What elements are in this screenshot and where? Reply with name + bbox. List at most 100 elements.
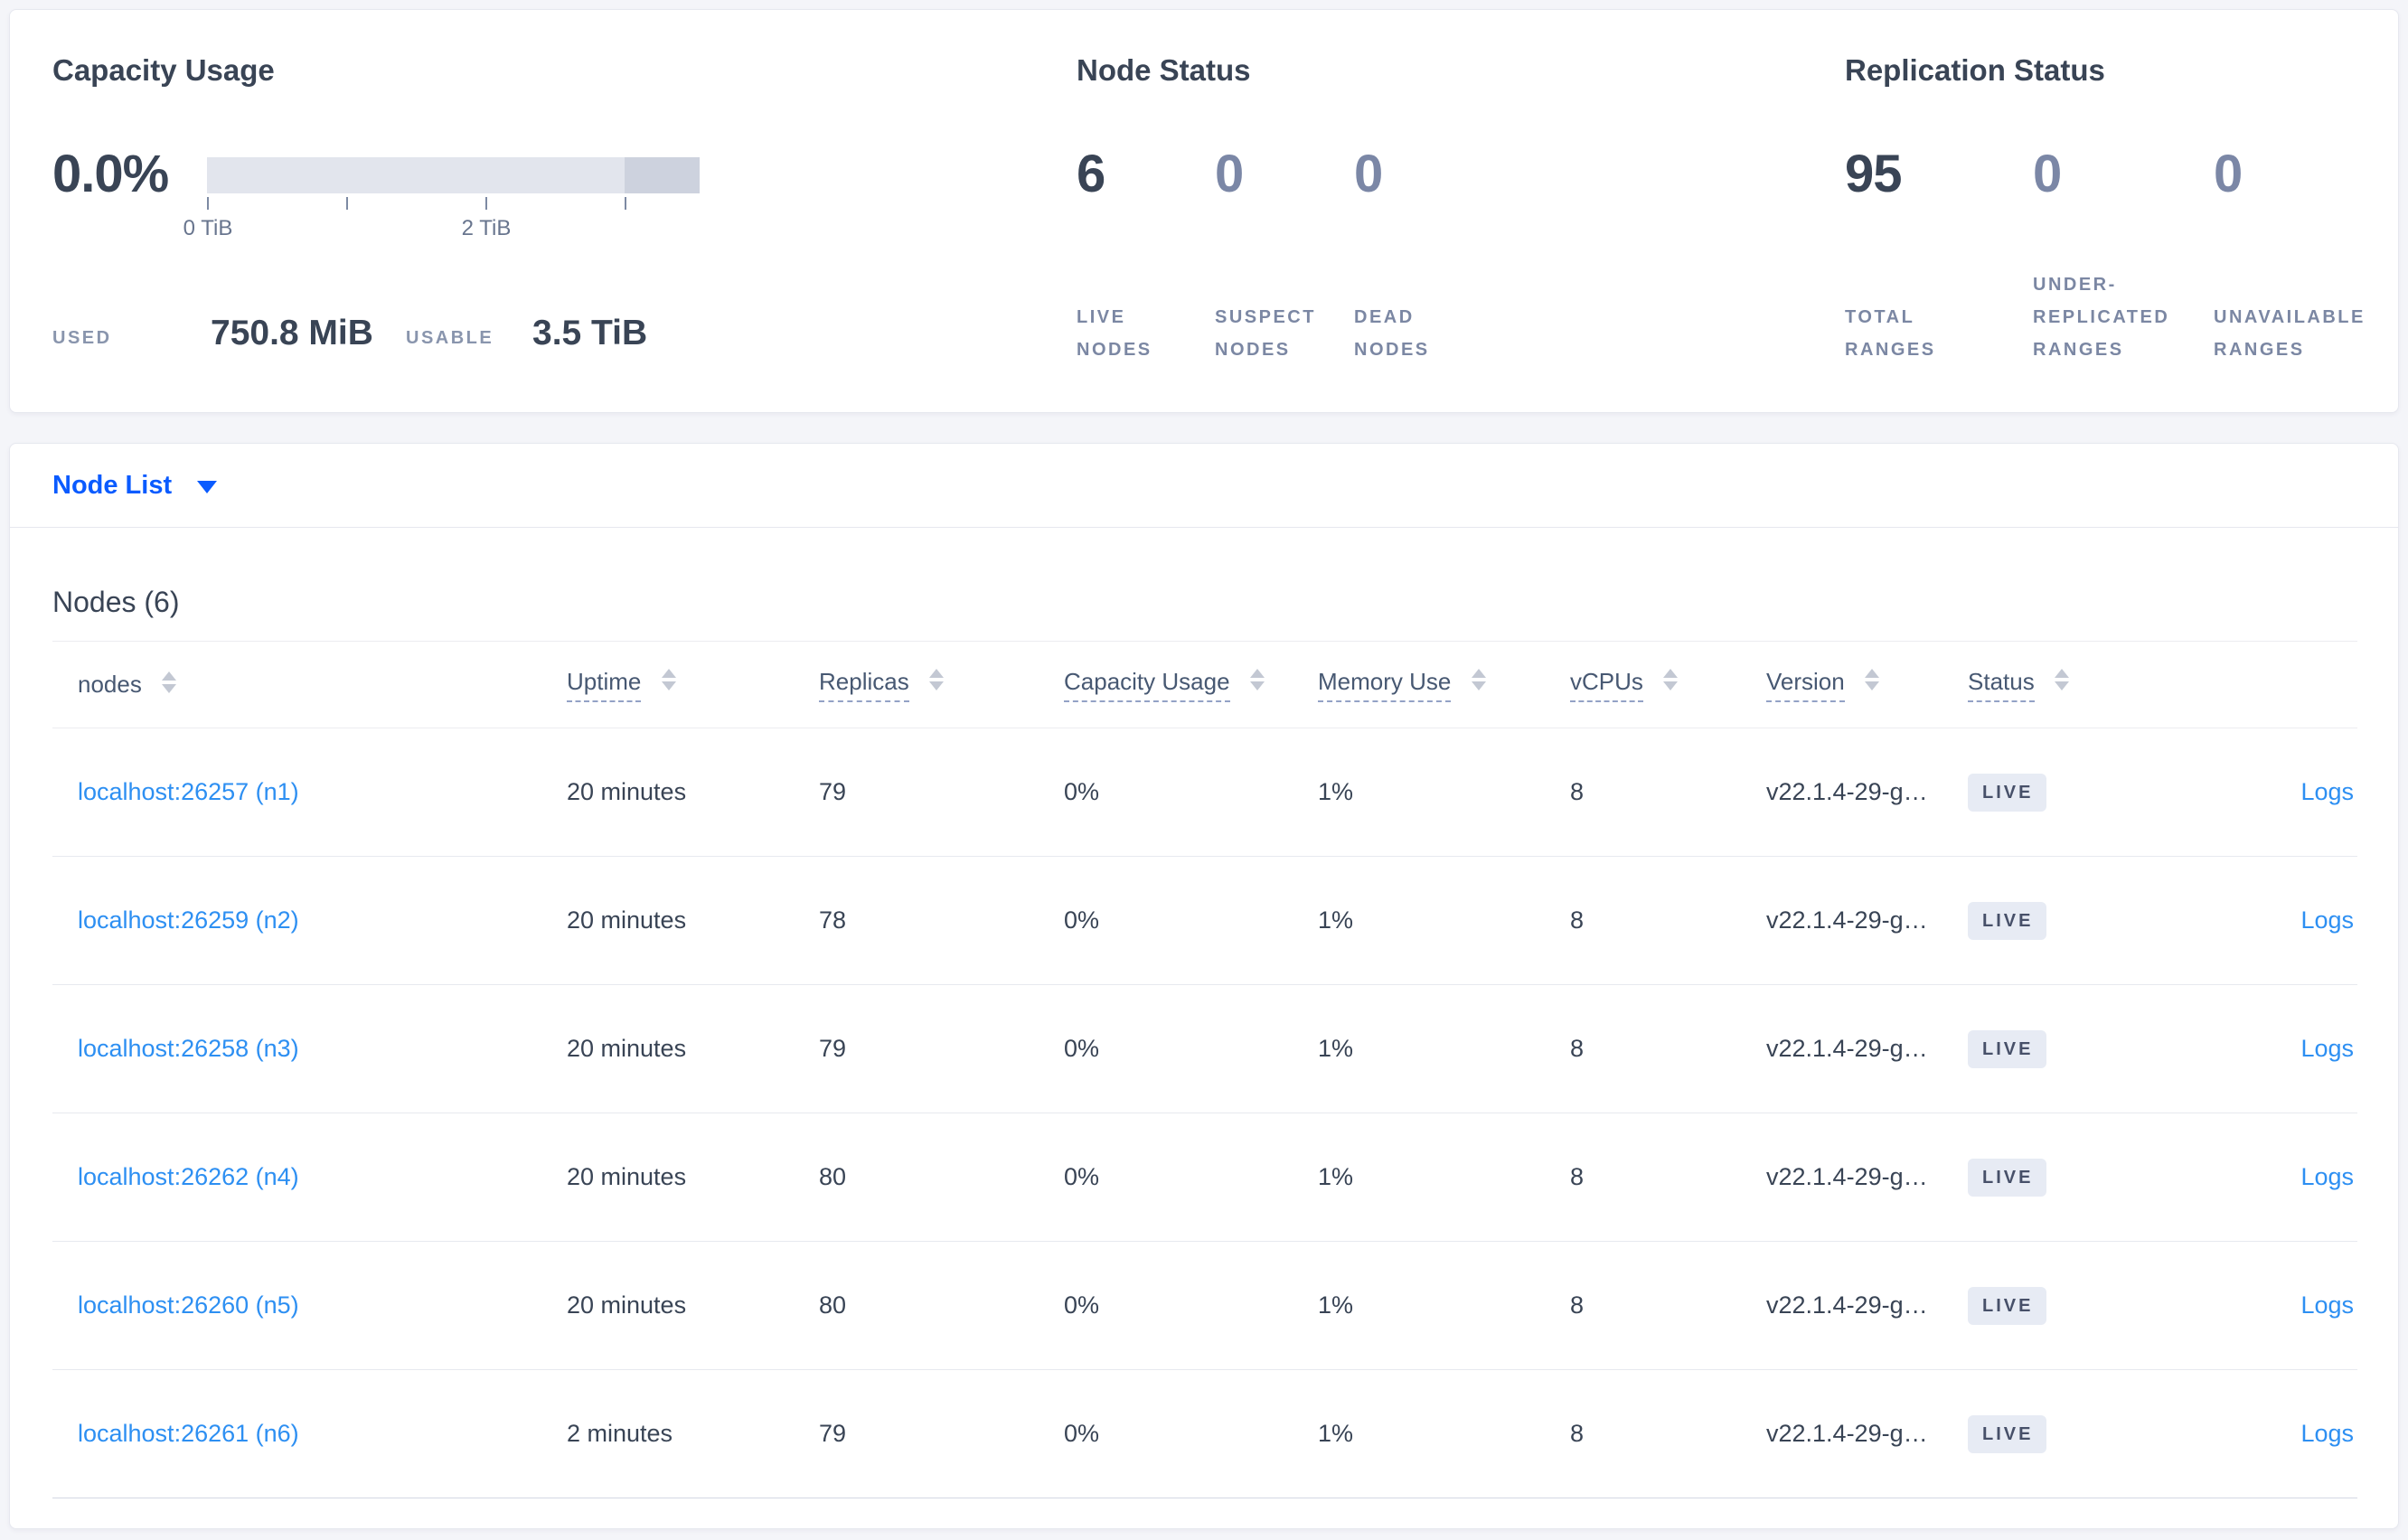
capacity-axis-tick bbox=[625, 197, 626, 210]
version-cell: v22.1.4-29-g… bbox=[1766, 1420, 1928, 1447]
chevron-down-icon bbox=[197, 481, 218, 493]
used-label: USED bbox=[52, 328, 112, 348]
capacity-cell: 0% bbox=[1064, 1291, 1100, 1319]
status-badge: LIVE bbox=[1968, 1029, 2047, 1068]
node-list-header: Node List bbox=[10, 444, 2398, 528]
total-ranges-label: TOTAL RANGES bbox=[1845, 307, 1936, 360]
dead-nodes-label: DEAD NODES bbox=[1354, 307, 1430, 360]
status-badge: LIVE bbox=[1968, 773, 2047, 812]
capacity-cell: 0% bbox=[1064, 778, 1100, 805]
suspect-nodes-count: 0 bbox=[1215, 145, 1244, 203]
logs-link[interactable]: Logs bbox=[2300, 1291, 2354, 1319]
sort-icon[interactable] bbox=[1249, 668, 1265, 690]
status-badge: LIVE bbox=[1968, 1158, 2047, 1197]
capacity-axis-label: 0 TiB bbox=[183, 216, 233, 240]
column-header-memory-use[interactable]: Memory Use bbox=[1318, 642, 1570, 728]
capacity-usage-percent: 0.0% bbox=[52, 145, 169, 203]
node-list-dropdown[interactable]: Node List bbox=[52, 470, 218, 501]
table-row: localhost:26262 (n4) 20 minutes 80 0% 1%… bbox=[52, 1113, 2357, 1242]
vcpus-cell: 8 bbox=[1570, 1035, 1585, 1062]
column-header-capacity-usage[interactable]: Capacity Usage bbox=[1064, 642, 1318, 728]
under-replicated-ranges-count: 0 bbox=[2033, 145, 2062, 203]
uptime-cell: 20 minutes bbox=[567, 1035, 687, 1062]
uptime-cell: 2 minutes bbox=[567, 1420, 673, 1447]
capacity-axis-label: 2 TiB bbox=[461, 216, 512, 240]
capacity-axis-tick bbox=[485, 197, 487, 210]
logs-link[interactable]: Logs bbox=[2300, 906, 2354, 934]
sort-icon[interactable] bbox=[2054, 668, 2069, 690]
suspect-nodes-label: SUSPECT NODES bbox=[1215, 307, 1316, 360]
uptime-cell: 20 minutes bbox=[567, 906, 687, 934]
memory-cell: 1% bbox=[1318, 778, 1354, 805]
memory-cell: 1% bbox=[1318, 1163, 1354, 1190]
vcpus-cell: 8 bbox=[1570, 1291, 1585, 1319]
capacity-cell: 0% bbox=[1064, 1035, 1100, 1062]
logs-link[interactable]: Logs bbox=[2300, 778, 2354, 805]
sort-icon[interactable] bbox=[928, 668, 944, 690]
capacity-axis-tick bbox=[207, 197, 209, 210]
live-nodes-label: LIVE NODES bbox=[1077, 307, 1152, 360]
version-cell: v22.1.4-29-g… bbox=[1766, 906, 1928, 934]
uptime-cell: 20 minutes bbox=[567, 778, 687, 805]
vcpus-cell: 8 bbox=[1570, 778, 1585, 805]
logs-link[interactable]: Logs bbox=[2300, 1163, 2354, 1190]
capacity-usage-bar-tail bbox=[625, 157, 700, 193]
logs-link[interactable]: Logs bbox=[2300, 1420, 2354, 1447]
capacity-usage-bar bbox=[207, 157, 700, 193]
uptime-cell: 20 minutes bbox=[567, 1163, 687, 1190]
node-link[interactable]: localhost:26260 (n5) bbox=[78, 1291, 299, 1319]
replication-status-title: Replication Status bbox=[1845, 53, 2105, 87]
vcpus-cell: 8 bbox=[1570, 1163, 1585, 1190]
under-replicated-ranges-label: UNDER- REPLICATED RANGES bbox=[2033, 275, 2170, 360]
node-list-card: Node List Nodes (6) nodes Uptime bbox=[9, 443, 2399, 1529]
column-header-version[interactable]: Version bbox=[1766, 642, 1968, 728]
version-cell: v22.1.4-29-g… bbox=[1766, 1291, 1928, 1319]
vcpus-cell: 8 bbox=[1570, 1420, 1585, 1447]
replicas-cell: 79 bbox=[819, 1035, 847, 1062]
capacity-cell: 0% bbox=[1064, 906, 1100, 934]
logs-link[interactable]: Logs bbox=[2300, 1035, 2354, 1062]
status-badge: LIVE bbox=[1968, 1414, 2047, 1453]
replicas-cell: 78 bbox=[819, 906, 847, 934]
uptime-cell: 20 minutes bbox=[567, 1291, 687, 1319]
version-cell: v22.1.4-29-g… bbox=[1766, 1163, 1928, 1190]
live-nodes-count: 6 bbox=[1077, 145, 1105, 203]
table-row: localhost:26257 (n1) 20 minutes 79 0% 1%… bbox=[52, 728, 2357, 857]
dead-nodes-count: 0 bbox=[1354, 145, 1383, 203]
sort-icon[interactable] bbox=[1471, 668, 1486, 690]
node-link[interactable]: localhost:26262 (n4) bbox=[78, 1163, 299, 1190]
nodes-table: nodes Uptime Replicas Capacity Usage bbox=[52, 641, 2357, 1498]
table-row: localhost:26258 (n3) 20 minutes 79 0% 1%… bbox=[52, 985, 2357, 1113]
capacity-axis-tick bbox=[346, 197, 348, 210]
used-value: 750.8 MiB bbox=[211, 314, 373, 352]
node-link[interactable]: localhost:26259 (n2) bbox=[78, 906, 299, 934]
capacity-cell: 0% bbox=[1064, 1163, 1100, 1190]
node-link[interactable]: localhost:26257 (n1) bbox=[78, 778, 299, 805]
column-header-status[interactable]: Status bbox=[1968, 642, 2230, 728]
column-header-vcpus[interactable]: vCPUs bbox=[1570, 642, 1766, 728]
node-list-dropdown-label: Node List bbox=[52, 470, 173, 500]
total-ranges-count: 95 bbox=[1845, 145, 1903, 203]
usable-label: USABLE bbox=[406, 328, 494, 348]
column-header-replicas[interactable]: Replicas bbox=[819, 642, 1064, 728]
sort-icon[interactable] bbox=[162, 671, 177, 694]
capacity-cell: 0% bbox=[1064, 1420, 1100, 1447]
sort-icon[interactable] bbox=[1864, 668, 1879, 690]
table-row: localhost:26261 (n6) 2 minutes 79 0% 1% … bbox=[52, 1370, 2357, 1498]
node-link[interactable]: localhost:26261 (n6) bbox=[78, 1420, 299, 1447]
version-cell: v22.1.4-29-g… bbox=[1766, 778, 1928, 805]
node-link[interactable]: localhost:26258 (n3) bbox=[78, 1035, 299, 1062]
column-header-nodes[interactable]: nodes bbox=[52, 642, 567, 728]
sort-icon[interactable] bbox=[661, 668, 676, 690]
column-header-logs bbox=[2230, 642, 2357, 728]
column-header-uptime[interactable]: Uptime bbox=[567, 642, 819, 728]
table-row: localhost:26259 (n2) 20 minutes 78 0% 1%… bbox=[52, 857, 2357, 985]
vcpus-cell: 8 bbox=[1570, 906, 1585, 934]
memory-cell: 1% bbox=[1318, 1291, 1354, 1319]
table-row: localhost:26260 (n5) 20 minutes 80 0% 1%… bbox=[52, 1242, 2357, 1370]
node-status-title: Node Status bbox=[1077, 53, 1251, 87]
replicas-cell: 80 bbox=[819, 1163, 847, 1190]
usable-value: 3.5 TiB bbox=[532, 314, 648, 352]
sort-icon[interactable] bbox=[1663, 668, 1679, 690]
